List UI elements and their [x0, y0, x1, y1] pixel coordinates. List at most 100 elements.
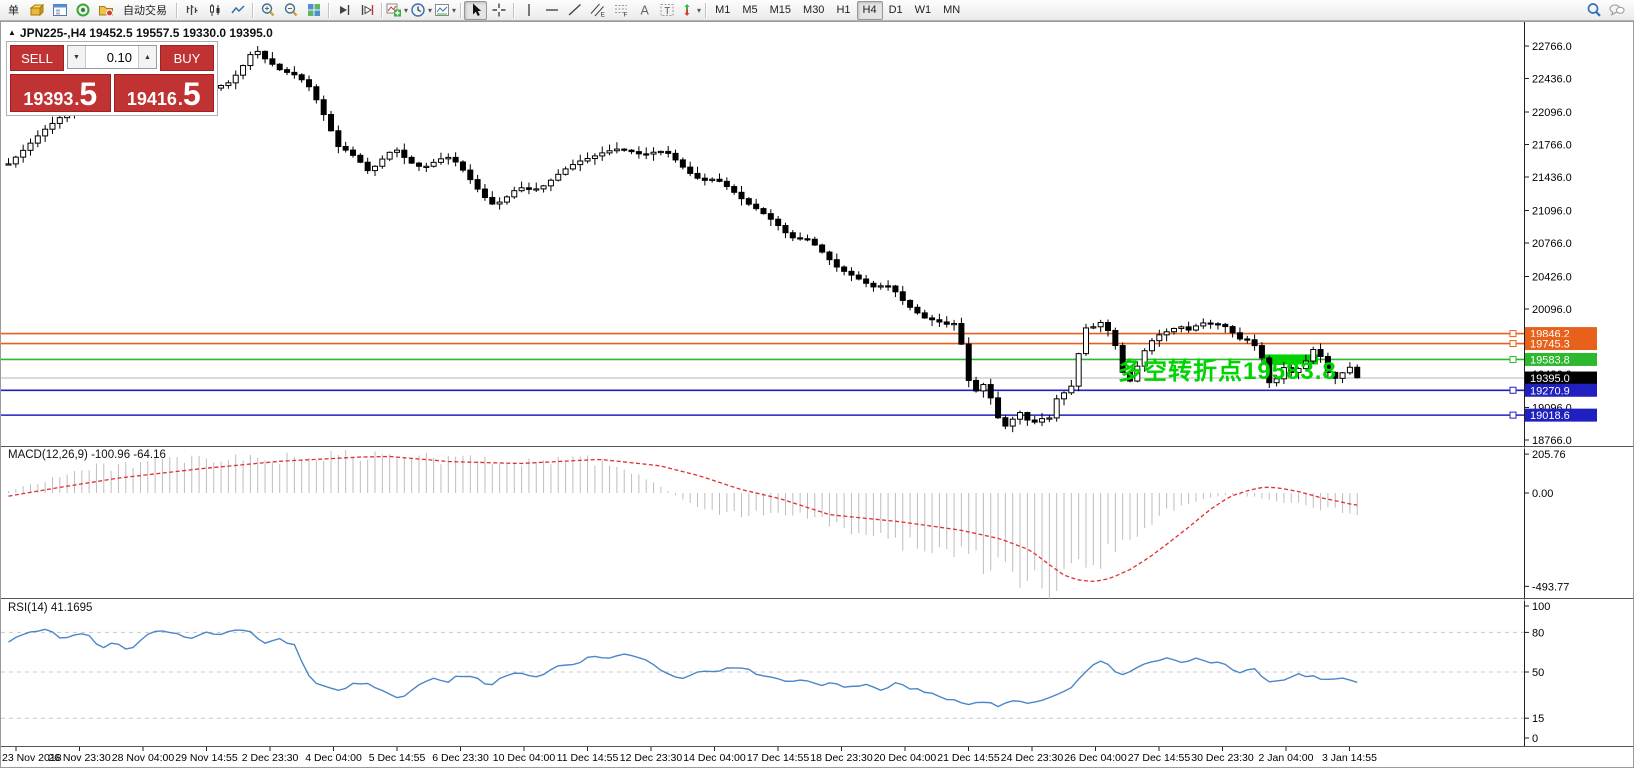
chart-window[interactable]: 22766.0 22436.0 22096.0 21766.0 21436.0 21096… [0, 21, 1634, 768]
equidistant-channel-button[interactable]: E [586, 1, 609, 20]
toolbar-separator [705, 2, 707, 18]
lot-decrease-button[interactable]: ▼ [68, 46, 86, 68]
chevron-down-icon[interactable]: ▾ [404, 5, 409, 15]
top-toolbar: 单 自动交易 ▾ ▾ ▾ E F A T ▾ M1 M5 M15 M30 H1 H4 D1 W1 MN [0, 0, 1634, 21]
svg-text:20 Dec 04:00: 20 Dec 04:00 [874, 752, 937, 764]
svg-text:26 Dec 04:00: 26 Dec 04:00 [1064, 752, 1127, 764]
svg-text:6 Dec 23:30: 6 Dec 23:30 [432, 752, 489, 764]
chat-icon [1609, 2, 1625, 18]
tile-windows-button[interactable] [302, 1, 325, 20]
market-watch-button[interactable] [48, 1, 71, 20]
rsi-series [8, 628, 1358, 708]
svg-text:4 Dec 04:00: 4 Dec 04:00 [305, 752, 362, 764]
clock-icon [410, 2, 426, 18]
chart-canvas[interactable]: 22766.0 22436.0 22096.0 21766.0 21436.0 21096… [0, 21, 1634, 768]
chevron-down-icon[interactable]: ▾ [452, 5, 457, 15]
indicators-button[interactable]: ▾ [385, 1, 409, 20]
svg-text:0: 0 [1532, 733, 1538, 745]
cursor-button[interactable] [464, 0, 488, 20]
chevron-down-icon[interactable]: ▾ [428, 5, 433, 15]
buy-price-frac: 5 [182, 76, 201, 112]
support-line[interactable] [1, 411, 1524, 419]
collapse-triangle-icon[interactable]: ▲ [8, 28, 16, 37]
chevron-down-icon[interactable]: ▾ [697, 5, 702, 15]
macd-series [8, 450, 1358, 600]
trendline-button[interactable] [563, 1, 586, 20]
svg-text:17 Dec 14:55: 17 Dec 14:55 [747, 752, 810, 764]
timeframe-button-m5[interactable]: M5 [742, 4, 758, 16]
svg-text:23 Nov 2018: 23 Nov 2018 [2, 752, 62, 764]
window-icon [52, 2, 68, 18]
macd-signal-line [8, 455, 1358, 582]
svg-text:19745.3: 19745.3 [1530, 339, 1570, 351]
timeframe-button-m1[interactable]: M1 [715, 4, 731, 16]
auto-scroll-button[interactable] [332, 1, 355, 20]
lot-size-value[interactable]: 0.10 [86, 46, 138, 68]
lot-size-stepper: ▼ 0.10 ▲ [67, 45, 157, 69]
svg-text:80: 80 [1532, 627, 1544, 639]
support-line[interactable] [1, 386, 1524, 394]
chart-shift-button[interactable] [355, 1, 378, 20]
buy-price-button[interactable]: 19416. 5 [113, 74, 214, 112]
line-chart-button[interactable] [226, 1, 249, 20]
horizontal-line-button[interactable] [540, 1, 563, 20]
text-label-icon: T [659, 2, 675, 18]
lot-increase-button[interactable]: ▲ [138, 46, 156, 68]
zoom-out-button[interactable] [279, 1, 302, 20]
timeframe-button-m30[interactable]: M30 [803, 4, 825, 16]
buy-button[interactable]: BUY [160, 45, 214, 71]
crosshair-button[interactable] [487, 1, 510, 20]
signals-button[interactable] [71, 1, 94, 20]
resistance-line[interactable] [1, 340, 1524, 348]
svg-text:5 Dec 14:55: 5 Dec 14:55 [369, 752, 426, 764]
resistance-line[interactable] [1, 330, 1524, 338]
toolbar-separator [328, 2, 329, 18]
zoom-in-button[interactable] [256, 1, 279, 20]
text-button[interactable]: A [632, 1, 655, 20]
timeframe-button-w1[interactable]: W1 [914, 4, 932, 16]
vertical-line-button[interactable] [517, 1, 540, 20]
chat-button[interactable] [1605, 1, 1628, 20]
new-order-button[interactable] [25, 1, 48, 20]
history-center-button[interactable] [94, 1, 117, 20]
candlestick-chart-button[interactable] [203, 1, 226, 20]
timeframe-button-mn[interactable]: MN [943, 4, 961, 16]
macd-indicator-label: MACD(12,26,9) -100.96 -64.16 [8, 449, 166, 461]
svg-text:20426.0: 20426.0 [1532, 271, 1572, 283]
search-button[interactable] [1582, 1, 1605, 20]
svg-text:22436.0: 22436.0 [1532, 74, 1572, 86]
chart-title: ▲ JPN225-,H4 19452.5 19557.5 19330.0 1939… [8, 26, 273, 40]
text-a-icon: A [636, 2, 652, 18]
channel-icon: E [590, 2, 606, 18]
svg-text:2 Jan 04:00: 2 Jan 04:00 [1259, 752, 1314, 764]
svg-text:18 Dec 23:30: 18 Dec 23:30 [810, 752, 873, 764]
templates-button[interactable]: ▾ [433, 1, 457, 20]
bar-chart-button[interactable] [180, 1, 203, 20]
timeframe-button-h1[interactable]: H1 [836, 4, 851, 16]
pivot-highlight-bar[interactable] [1263, 354, 1318, 365]
autotrading-button[interactable]: 自动交易 [123, 5, 167, 17]
sell-button[interactable]: SELL [10, 45, 64, 71]
fibonacci-button[interactable]: F [609, 1, 632, 20]
sell-price-int: 19393 [23, 89, 74, 109]
svg-text:2 Dec 23:30: 2 Dec 23:30 [242, 752, 299, 764]
svg-text:-493.77: -493.77 [1532, 581, 1569, 593]
signal-icon [75, 2, 91, 18]
periods-button[interactable]: ▾ [409, 1, 433, 20]
svg-text:11 Dec 14:55: 11 Dec 14:55 [557, 752, 619, 764]
arrows-button[interactable]: ▾ [678, 1, 702, 20]
svg-text:21766.0: 21766.0 [1532, 140, 1572, 152]
timeframe-button-m15[interactable]: M15 [769, 4, 792, 16]
timeframe-button-h4[interactable]: H4 [856, 0, 883, 20]
text-label-button[interactable]: T [655, 1, 678, 20]
pivot-annotation-text[interactable]: 多空转折点19583.8 [1118, 358, 1337, 385]
zoom-in-icon [260, 2, 276, 18]
sell-price-button[interactable]: 19393. 5 [10, 74, 111, 112]
order-label[interactable]: 单 [8, 5, 19, 17]
svg-text:20766.0: 20766.0 [1532, 238, 1572, 250]
timeframe-button-d1[interactable]: D1 [888, 4, 903, 16]
toolbar-separator [252, 2, 253, 18]
toolbar-right-group [1582, 1, 1628, 20]
